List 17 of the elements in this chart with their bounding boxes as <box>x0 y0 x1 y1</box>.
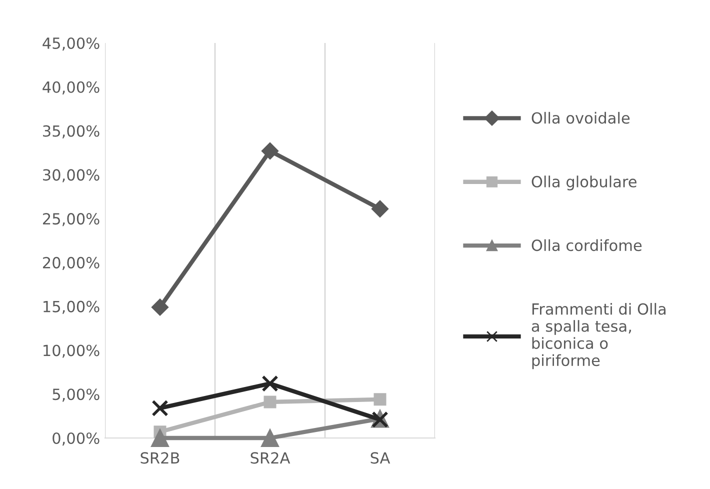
y-tick-label: 15,00% <box>44 300 100 314</box>
legend-label: Frammenti di Olla a spalla tesa, biconica o piriforme <box>532 302 666 370</box>
x-tick-label: SR2B <box>140 452 180 464</box>
y-tick-label: 45,00% <box>42 37 100 51</box>
y-tick-label: 10,00% <box>44 344 100 358</box>
y-tick-label: 25,00% <box>43 213 100 226</box>
y-tick-label: 35,00% <box>43 125 100 138</box>
y-tick-label: 40,00% <box>42 81 100 94</box>
y-tick-label: 30,00% <box>43 169 100 182</box>
y-tick-label: 0,00% <box>52 432 100 446</box>
legend-label: Olla globulare <box>532 176 636 190</box>
y-tick-label: 20,00% <box>43 256 100 270</box>
x-tick-label: SA <box>370 452 390 464</box>
y-tick-label: 5,00% <box>52 388 100 402</box>
legend-label: Olla ovoidale <box>532 112 630 124</box>
x-tick-label: SR2A <box>250 452 290 464</box>
legend-label: Olla cordifome <box>532 239 642 252</box>
